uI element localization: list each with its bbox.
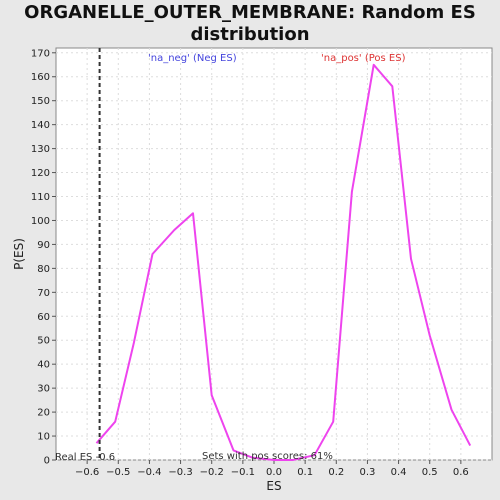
x-tick-label: 0.6 xyxy=(453,467,469,478)
x-tick-label: 0.4 xyxy=(391,467,407,478)
x-tick-label: 0.5 xyxy=(422,467,438,478)
x-tick-label: −0.3 xyxy=(168,467,192,478)
y-tick-label: 20 xyxy=(37,408,50,419)
real-es-label: Real ES -0.6 xyxy=(55,452,115,463)
y-tick-label: 170 xyxy=(31,48,50,59)
neg-es-label: 'na_neg' (Neg ES) xyxy=(148,53,237,64)
x-axis-label: ES xyxy=(266,479,281,493)
y-tick-label: 150 xyxy=(31,96,50,107)
series-line xyxy=(95,63,472,461)
x-tick-label: −0.1 xyxy=(231,467,255,478)
y-tick-label: 160 xyxy=(31,72,50,83)
y-tick-label: 40 xyxy=(37,360,50,371)
y-axis-label: P(ES) xyxy=(12,238,26,270)
y-tick-label: 90 xyxy=(37,240,50,251)
y-tick-label: 80 xyxy=(37,264,50,275)
y-tick-label: 100 xyxy=(31,216,50,227)
y-tick-label: 110 xyxy=(31,192,50,203)
y-tick-label: 60 xyxy=(37,312,50,323)
x-tick-label: 0.3 xyxy=(359,467,375,478)
y-tick-label: 10 xyxy=(37,432,50,443)
y-tick-label: 50 xyxy=(37,336,50,347)
x-axis-ticks: −0.6 −0.5 −0.4 −0.3 −0.2 −0.1 0.0 0.1 0.2 0.3 0.4 0… xyxy=(75,460,469,478)
x-tick-label: 0.1 xyxy=(297,467,313,478)
grid-lines xyxy=(56,48,492,461)
x-tick-label: 0.2 xyxy=(328,467,344,478)
pos-es-label: 'na_pos' (Pos ES) xyxy=(321,53,406,64)
x-tick-label: −0.5 xyxy=(106,467,130,478)
y-tick-label: 30 xyxy=(37,384,50,395)
chart-subtitle: distribution xyxy=(190,24,310,45)
y-tick-label: 140 xyxy=(31,120,50,131)
x-tick-label: −0.4 xyxy=(137,467,161,478)
x-tick-label: −0.6 xyxy=(75,467,99,478)
x-tick-label: 0.0 xyxy=(266,467,282,478)
y-axis-ticks: 0 10 20 30 40 50 60 70 80 90 100 110 120 130 140 150 160… xyxy=(31,48,56,467)
y-tick-label: 120 xyxy=(31,168,50,179)
y-tick-label: 70 xyxy=(37,288,50,299)
y-tick-label: 0 xyxy=(44,456,50,467)
series-group xyxy=(95,63,472,461)
pos-scores-label: Sets with pos scores: 61% xyxy=(202,451,333,462)
chart-title: ORGANELLE_OUTER_MEMBRANE: Random ES xyxy=(24,2,476,23)
x-tick-label: −0.2 xyxy=(200,467,224,478)
y-tick-label: 130 xyxy=(31,144,50,155)
